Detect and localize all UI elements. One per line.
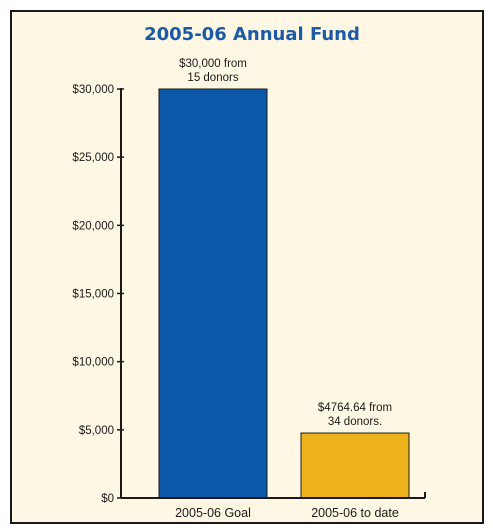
y-tick-label: $30,000 <box>72 84 114 96</box>
bar-data-label: 15 donors <box>187 72 238 84</box>
category-label: 2005-06 Goal <box>175 506 251 520</box>
bar-data-label: 34 donors. <box>328 416 382 428</box>
bar-data-labels: $30,000 from 15 donors $4764.64 from 34 don… <box>179 58 392 428</box>
bar-data-label: $30,000 from <box>179 58 247 70</box>
bars <box>158 88 410 499</box>
category-label: 2005-06 to date <box>311 506 399 520</box>
y-tick-label: $20,000 <box>72 220 114 232</box>
category-labels: 2005-06 Goal 2005-06 to date <box>175 506 399 520</box>
bar-1 <box>158 88 268 499</box>
y-tick-label: $15,000 <box>72 289 114 301</box>
y-tick-label: $25,000 <box>72 152 114 164</box>
bar-data-label: $4764.64 from <box>318 402 392 414</box>
chart-frame: 2005-06 Annual Fund $0 $5,000 $10,000 $15,0… <box>10 10 484 524</box>
y-tick-label: $10,000 <box>72 357 114 369</box>
y-tick-label: $0 <box>101 493 114 505</box>
y-tick-label: $5,000 <box>79 425 114 437</box>
chart-title: 2005-06 Annual Fund <box>144 24 360 45</box>
axes <box>120 88 426 499</box>
y-axis-ticks: $0 $5,000 $10,000 $15,000 $20,000 $25,000 $30,… <box>72 84 124 505</box>
bar-2 <box>300 432 410 499</box>
bar-chart: 2005-06 Annual Fund $0 $5,000 $10,000 $15,0… <box>72 24 426 520</box>
